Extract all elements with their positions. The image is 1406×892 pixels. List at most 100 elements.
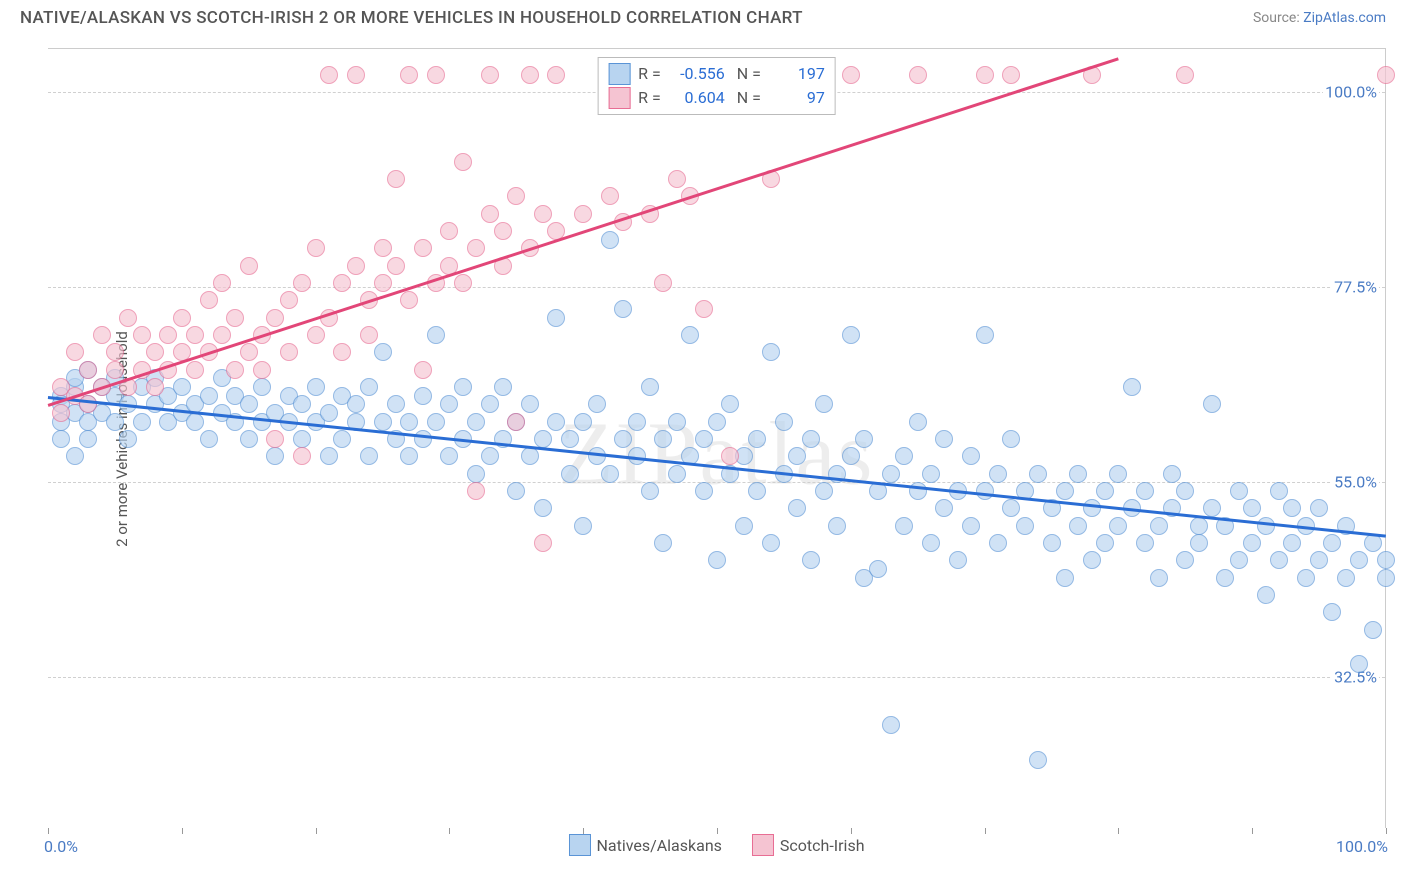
data-point-natives	[561, 465, 579, 483]
data-point-natives	[922, 465, 940, 483]
stats-row-scotch: R = 0.604 N = 97	[608, 86, 825, 110]
data-point-natives	[748, 430, 766, 448]
data-point-natives	[815, 482, 833, 500]
data-point-natives	[374, 343, 392, 361]
plot-area: 100.0%77.5%55.0%32.5%0.0%100.0%	[48, 49, 1385, 828]
data-point-scotch	[507, 187, 525, 205]
data-point-scotch	[547, 66, 565, 84]
data-point-natives	[1002, 499, 1020, 517]
data-point-natives	[1136, 482, 1154, 500]
data-point-natives	[293, 395, 311, 413]
data-point-scotch	[976, 66, 994, 84]
data-point-natives	[949, 551, 967, 569]
data-point-natives	[601, 231, 619, 249]
data-point-scotch	[293, 447, 311, 465]
data-point-natives	[200, 387, 218, 405]
data-point-scotch	[307, 239, 325, 257]
data-point-natives	[935, 499, 953, 517]
data-point-natives	[307, 378, 325, 396]
data-point-scotch	[106, 343, 124, 361]
source-link[interactable]: ZipAtlas.com	[1303, 10, 1386, 26]
data-point-natives	[1230, 482, 1248, 500]
data-point-natives	[1257, 517, 1275, 535]
y-tick-label: 55.0%	[1332, 473, 1379, 492]
data-point-natives	[802, 551, 820, 569]
data-point-natives	[534, 430, 552, 448]
data-point-natives	[1310, 499, 1328, 517]
data-point-natives	[534, 499, 552, 517]
data-point-natives	[1056, 482, 1074, 500]
data-point-scotch	[280, 343, 298, 361]
data-point-natives	[1190, 517, 1208, 535]
data-point-natives	[253, 378, 271, 396]
data-point-natives	[1323, 603, 1341, 621]
data-point-natives	[895, 517, 913, 535]
data-point-scotch	[454, 274, 472, 292]
gridline	[48, 677, 1385, 678]
legend-swatch-natives	[568, 834, 590, 856]
data-point-natives	[360, 378, 378, 396]
data-point-natives	[414, 430, 432, 448]
data-point-natives	[521, 395, 539, 413]
data-point-natives	[467, 465, 485, 483]
data-point-natives	[507, 482, 525, 500]
data-point-natives	[66, 447, 84, 465]
data-point-scotch	[467, 239, 485, 257]
legend-item-scotch: Scotch-Irish	[752, 834, 865, 856]
data-point-natives	[293, 430, 311, 448]
data-point-natives	[387, 395, 405, 413]
data-point-natives	[668, 413, 686, 431]
data-point-natives	[574, 517, 592, 535]
data-point-natives	[1337, 569, 1355, 587]
data-point-scotch	[454, 153, 472, 171]
data-point-natives	[320, 447, 338, 465]
data-point-natives	[427, 326, 445, 344]
data-point-natives	[1109, 517, 1127, 535]
data-point-scotch	[186, 326, 204, 344]
data-point-natives	[641, 378, 659, 396]
data-point-scotch	[266, 430, 284, 448]
data-point-natives	[788, 447, 806, 465]
data-point-natives	[1243, 499, 1261, 517]
data-point-natives	[574, 413, 592, 431]
data-point-scotch	[1176, 66, 1194, 84]
data-point-scotch	[307, 326, 325, 344]
data-point-scotch	[721, 447, 739, 465]
data-point-natives	[1016, 517, 1034, 535]
swatch-scotch	[608, 87, 630, 109]
data-point-natives	[400, 447, 418, 465]
data-point-natives	[400, 413, 418, 431]
data-point-natives	[601, 465, 619, 483]
data-point-scotch	[253, 361, 271, 379]
data-point-scotch	[387, 257, 405, 275]
x-tick	[985, 828, 986, 834]
data-point-natives	[1029, 751, 1047, 769]
data-point-natives	[1109, 465, 1127, 483]
data-point-natives	[1069, 465, 1087, 483]
data-point-natives	[1096, 534, 1114, 552]
data-point-natives	[1029, 465, 1047, 483]
scatter-chart: 2 or more Vehicles in Household ZIPatlas…	[48, 48, 1386, 828]
data-point-scotch	[668, 170, 686, 188]
data-point-natives	[976, 482, 994, 500]
data-point-natives	[173, 378, 191, 396]
data-point-scotch	[66, 343, 84, 361]
data-point-natives	[695, 430, 713, 448]
data-point-scotch	[79, 361, 97, 379]
data-point-scotch	[909, 66, 927, 84]
data-point-natives	[721, 395, 739, 413]
data-point-natives	[266, 447, 284, 465]
data-point-natives	[1163, 465, 1181, 483]
data-point-natives	[654, 534, 672, 552]
legend: Natives/Alaskans Scotch-Irish	[568, 834, 864, 856]
data-point-natives	[1270, 551, 1288, 569]
data-point-natives	[1283, 499, 1301, 517]
data-point-natives	[815, 395, 833, 413]
y-tick-label: 77.5%	[1332, 278, 1379, 297]
data-point-natives	[1002, 430, 1020, 448]
data-point-natives	[1270, 482, 1288, 500]
data-point-natives	[788, 499, 806, 517]
source-attribution: Source: ZipAtlas.com	[1253, 10, 1386, 26]
data-point-natives	[1150, 517, 1168, 535]
data-point-natives	[641, 482, 659, 500]
